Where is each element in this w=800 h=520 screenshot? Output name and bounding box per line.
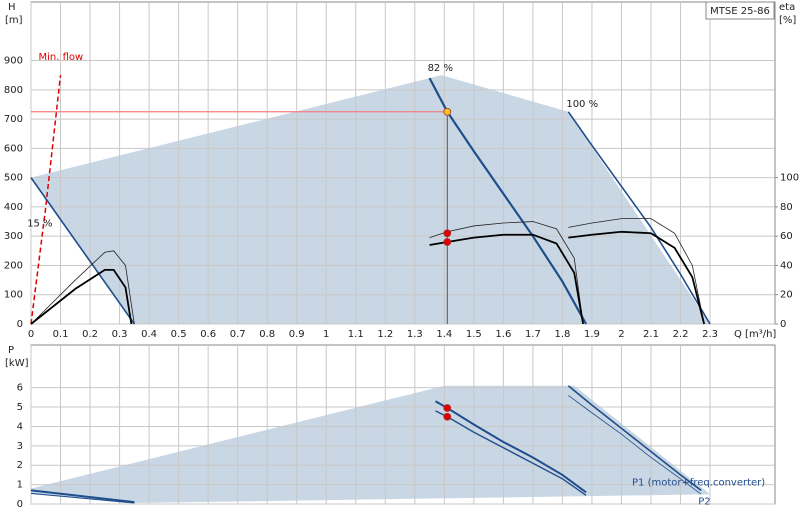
y2-tick-label: 100 [780, 173, 799, 184]
y-axis-unit: [kW] [5, 358, 29, 369]
y-tick-label: 3 [17, 441, 23, 452]
duty-point [443, 229, 452, 238]
y2-tick-label: 0 [780, 319, 786, 330]
curve-label: 15 % [27, 218, 52, 229]
curve [30, 268, 133, 325]
x-tick-label: 1.5 [466, 329, 482, 340]
x-tick-label: 2.2 [673, 329, 689, 340]
y-axis-label: P [8, 345, 14, 356]
y-tick-label: 500 [4, 173, 23, 184]
y-tick-label: 5 [17, 402, 23, 413]
curve [429, 221, 584, 325]
x-tick-label: 2.3 [702, 329, 718, 340]
y-tick-label: 2 [17, 460, 23, 471]
curve-label: P1 (motor+freq.converter) [632, 477, 765, 488]
x-tick-label: 1.4 [436, 329, 452, 340]
y-tick-label: 600 [4, 143, 23, 154]
curve [568, 230, 706, 325]
duty-point [443, 412, 452, 421]
x-tick-label: 0.1 [53, 329, 69, 340]
curve [30, 492, 135, 504]
x-tick-label: 1 [323, 329, 329, 340]
x-tick-label: 1.9 [584, 329, 600, 340]
x-tick-label: 1.6 [495, 329, 511, 340]
x-tick-label: 1.1 [348, 329, 364, 340]
x-tick-label: 0.4 [141, 329, 157, 340]
x-tick-label: 0.8 [259, 329, 275, 340]
curve [429, 233, 584, 325]
x-axis-label: Q [m³/h] [734, 329, 776, 340]
operating-area [31, 385, 711, 504]
x-tick-label: 1.3 [407, 329, 423, 340]
curve-label: 82 % [428, 63, 453, 74]
y-tick-label: 4 [17, 421, 23, 432]
curve [568, 218, 705, 325]
y2-axis-label: eta [779, 2, 795, 13]
y-tick-label: 6 [17, 383, 23, 394]
curve [567, 385, 702, 492]
x-tick-label: 2 [618, 329, 624, 340]
y-tick-label: 100 [4, 290, 23, 301]
curve [30, 177, 135, 325]
x-tick-label: 0.3 [112, 329, 128, 340]
y-tick-label: 1 [17, 480, 23, 491]
y-tick-label: 800 [4, 85, 23, 96]
x-tick-label: 1.7 [525, 329, 541, 340]
y-tick-label: 0 [17, 499, 23, 510]
y-tick-label: 300 [4, 231, 23, 242]
x-tick-label: 0.7 [230, 329, 246, 340]
x-tick-label: 2.1 [643, 329, 659, 340]
y-tick-label: 700 [4, 114, 23, 125]
y2-axis-unit: [%] [779, 15, 796, 26]
y-tick-label: 200 [4, 260, 23, 271]
curve [567, 111, 711, 325]
x-tick-label: 1.2 [377, 329, 393, 340]
duty-point [443, 107, 452, 116]
curve-label: P2 [698, 496, 710, 507]
y2-tick-label: 80 [780, 202, 793, 213]
y-tick-label: 400 [4, 202, 23, 213]
x-tick-label: 0.6 [200, 329, 216, 340]
x-tick-label: 0.9 [289, 329, 305, 340]
curve-label: Min. flow [39, 52, 84, 63]
y-tick-label: 0 [17, 319, 23, 330]
x-tick-label: 0.5 [171, 329, 187, 340]
curve [30, 250, 135, 325]
y2-tick-label: 20 [780, 290, 793, 301]
curve-label: 100 % [566, 99, 598, 110]
y-tick-label: 900 [4, 56, 23, 67]
duty-point [443, 404, 452, 412]
operating-area [31, 75, 711, 324]
y-axis-label: H [8, 2, 16, 13]
y-axis-unit: [m] [5, 15, 23, 26]
title-box [705, 1, 775, 20]
x-tick-label: 0.2 [82, 329, 98, 340]
chart-title: MTSE 25-86 [710, 6, 770, 17]
y2-tick-label: 40 [780, 260, 793, 271]
y2-tick-label: 60 [780, 231, 793, 242]
curve [568, 395, 702, 495]
duty-point [443, 238, 452, 246]
curve [30, 489, 135, 504]
x-tick-label: 1.8 [554, 329, 570, 340]
x-tick-label: 0 [28, 329, 34, 340]
